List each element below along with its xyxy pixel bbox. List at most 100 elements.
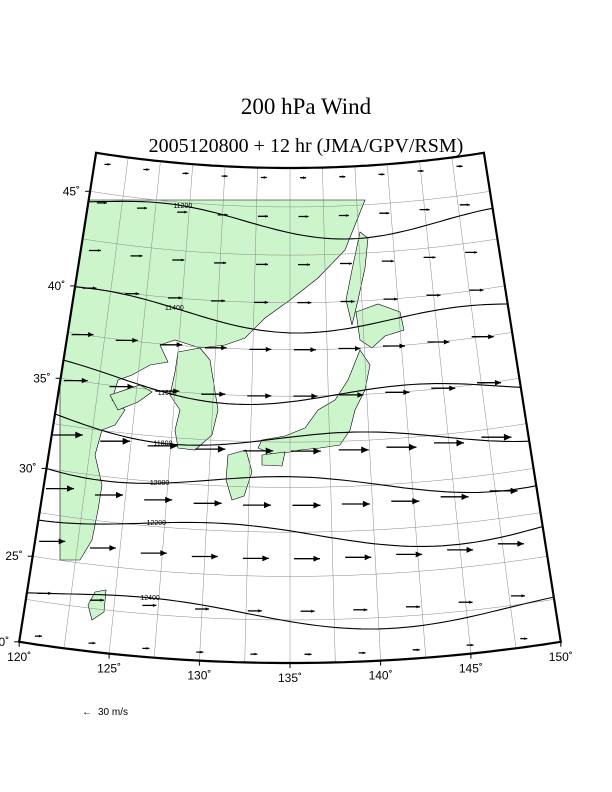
wind-arrow-head bbox=[214, 500, 222, 507]
wind-arrow-head bbox=[152, 603, 157, 607]
wind-arrow-head bbox=[217, 445, 226, 453]
wind-arrow-head bbox=[224, 174, 228, 178]
wind-arrow-head bbox=[173, 388, 180, 394]
wind-arrow-head bbox=[224, 213, 228, 217]
wind-arrow-head bbox=[92, 641, 96, 645]
wind-arrow-head bbox=[466, 546, 474, 553]
wind-arrow-head bbox=[517, 540, 524, 547]
wind-arrow-head bbox=[469, 600, 473, 604]
wind-arrow-head bbox=[361, 446, 369, 454]
wind-arrow-head bbox=[223, 261, 227, 265]
contour-label: 11800 bbox=[154, 440, 173, 447]
wind-arrow-head bbox=[521, 594, 525, 598]
map-ticks: 120˚ 125˚ 130˚ 135˚ 140˚ 145˚ 150˚ 20˚ 25˚ 30˚ 35˚… bbox=[0, 184, 573, 685]
wind-arrow-head bbox=[221, 299, 226, 303]
wind-arrow-head bbox=[262, 555, 269, 562]
wind-arrow-head bbox=[122, 437, 131, 445]
wind-arrow-head bbox=[420, 169, 424, 173]
wind-arrow-head bbox=[264, 501, 271, 509]
grid-meridian bbox=[63, 157, 129, 649]
wind-arrow-head bbox=[109, 545, 116, 551]
contour-label: 11200 bbox=[173, 203, 192, 210]
wind-arrow-head bbox=[307, 301, 312, 305]
wind-arrow-head bbox=[459, 164, 463, 168]
wind-arrow-head bbox=[265, 346, 272, 352]
wind-arrow-head bbox=[466, 203, 470, 207]
wind-arrow-head bbox=[311, 609, 315, 613]
wind-arrow-head bbox=[88, 332, 94, 338]
wind-arrow-head bbox=[303, 176, 307, 180]
grid-meridian bbox=[419, 161, 472, 654]
wind-arrow-head bbox=[313, 555, 320, 562]
wind-arrow-head bbox=[488, 334, 494, 340]
wind-arrow-head bbox=[364, 554, 372, 561]
wind-vectors bbox=[34, 163, 528, 656]
wind-arrow-head bbox=[479, 288, 484, 292]
wind-arrow-head bbox=[181, 258, 185, 262]
wind-arrow-head bbox=[139, 254, 143, 258]
contour-label: 12400 bbox=[140, 595, 160, 602]
wind-arrow-head bbox=[403, 389, 410, 395]
wind-arrow-head bbox=[470, 643, 474, 647]
wind-arrow-head bbox=[449, 385, 456, 391]
wind-arrow-head bbox=[307, 263, 310, 266]
wind-arrow-head bbox=[265, 447, 274, 455]
contour-label: 11600 bbox=[158, 390, 177, 397]
wind-arrow-head bbox=[165, 496, 173, 504]
wind-arrow-head bbox=[381, 173, 385, 176]
wind-arrow-head bbox=[355, 346, 361, 351]
wind-arrow-head bbox=[416, 648, 420, 652]
wind-arrow-head bbox=[100, 598, 104, 602]
grid-meridian bbox=[451, 157, 517, 649]
wind-arrow-head bbox=[184, 210, 188, 214]
contour-line bbox=[46, 467, 537, 494]
wind-arrow-head bbox=[362, 500, 370, 508]
wind-arrow-head bbox=[219, 391, 226, 397]
contour-line bbox=[38, 519, 543, 547]
chart-subtitle: 2005120800 + 12 hr (JMA/GPV/RSM) bbox=[148, 135, 464, 157]
wind-arrow-head bbox=[426, 208, 430, 211]
wind-arrow-head bbox=[412, 498, 420, 505]
lon-tick-label: 130˚ bbox=[187, 669, 211, 683]
wind-arrow-head bbox=[394, 297, 398, 301]
grid-meridian bbox=[386, 164, 427, 658]
wind-arrow-head bbox=[313, 502, 321, 509]
wind-arrow-head bbox=[362, 651, 366, 655]
lon-tick-label: 120˚ bbox=[7, 650, 31, 664]
wind-arrow-head bbox=[461, 493, 469, 500]
wind-arrow-head bbox=[75, 431, 83, 439]
wind-arrow-head bbox=[116, 491, 123, 499]
shikoku bbox=[261, 451, 286, 467]
lat-tick-label: 35˚ bbox=[33, 371, 50, 385]
wind-arrow-head bbox=[92, 286, 97, 290]
liaodong-shandong bbox=[109, 384, 153, 411]
wind-arrow-head bbox=[144, 206, 147, 210]
grid-meridian bbox=[244, 167, 258, 663]
legend-arrow-icon: ← bbox=[82, 707, 92, 718]
contour-label: 12000 bbox=[150, 480, 170, 487]
wind-arrow-head bbox=[211, 553, 218, 560]
map-frame bbox=[17, 151, 563, 665]
wind-arrow-head bbox=[510, 487, 518, 495]
wind-arrow-head bbox=[305, 215, 309, 218]
hokkaido bbox=[355, 303, 405, 349]
wind-arrow-head bbox=[456, 439, 464, 447]
wind-arrow-head bbox=[390, 259, 394, 263]
wind-arrow-head bbox=[399, 343, 405, 349]
wind-arrow-head bbox=[48, 591, 52, 595]
wind-arrow-head bbox=[58, 538, 66, 545]
wind-arrow-head bbox=[308, 653, 312, 656]
wind-arrow-head bbox=[254, 652, 258, 656]
grid-meridian bbox=[354, 166, 381, 661]
wind-arrow-head bbox=[264, 300, 269, 304]
wind-arrow-head bbox=[363, 608, 368, 612]
wind-arrow-head bbox=[160, 550, 167, 556]
wind-arrow-head bbox=[342, 175, 346, 178]
wind-arrow-head bbox=[81, 377, 88, 384]
legend: ← 30 m/s bbox=[82, 707, 128, 718]
kyushu bbox=[225, 449, 253, 501]
wind-arrow-head bbox=[357, 392, 364, 398]
wind-arrow-head bbox=[185, 172, 189, 175]
wind-arrow-head bbox=[495, 380, 501, 386]
